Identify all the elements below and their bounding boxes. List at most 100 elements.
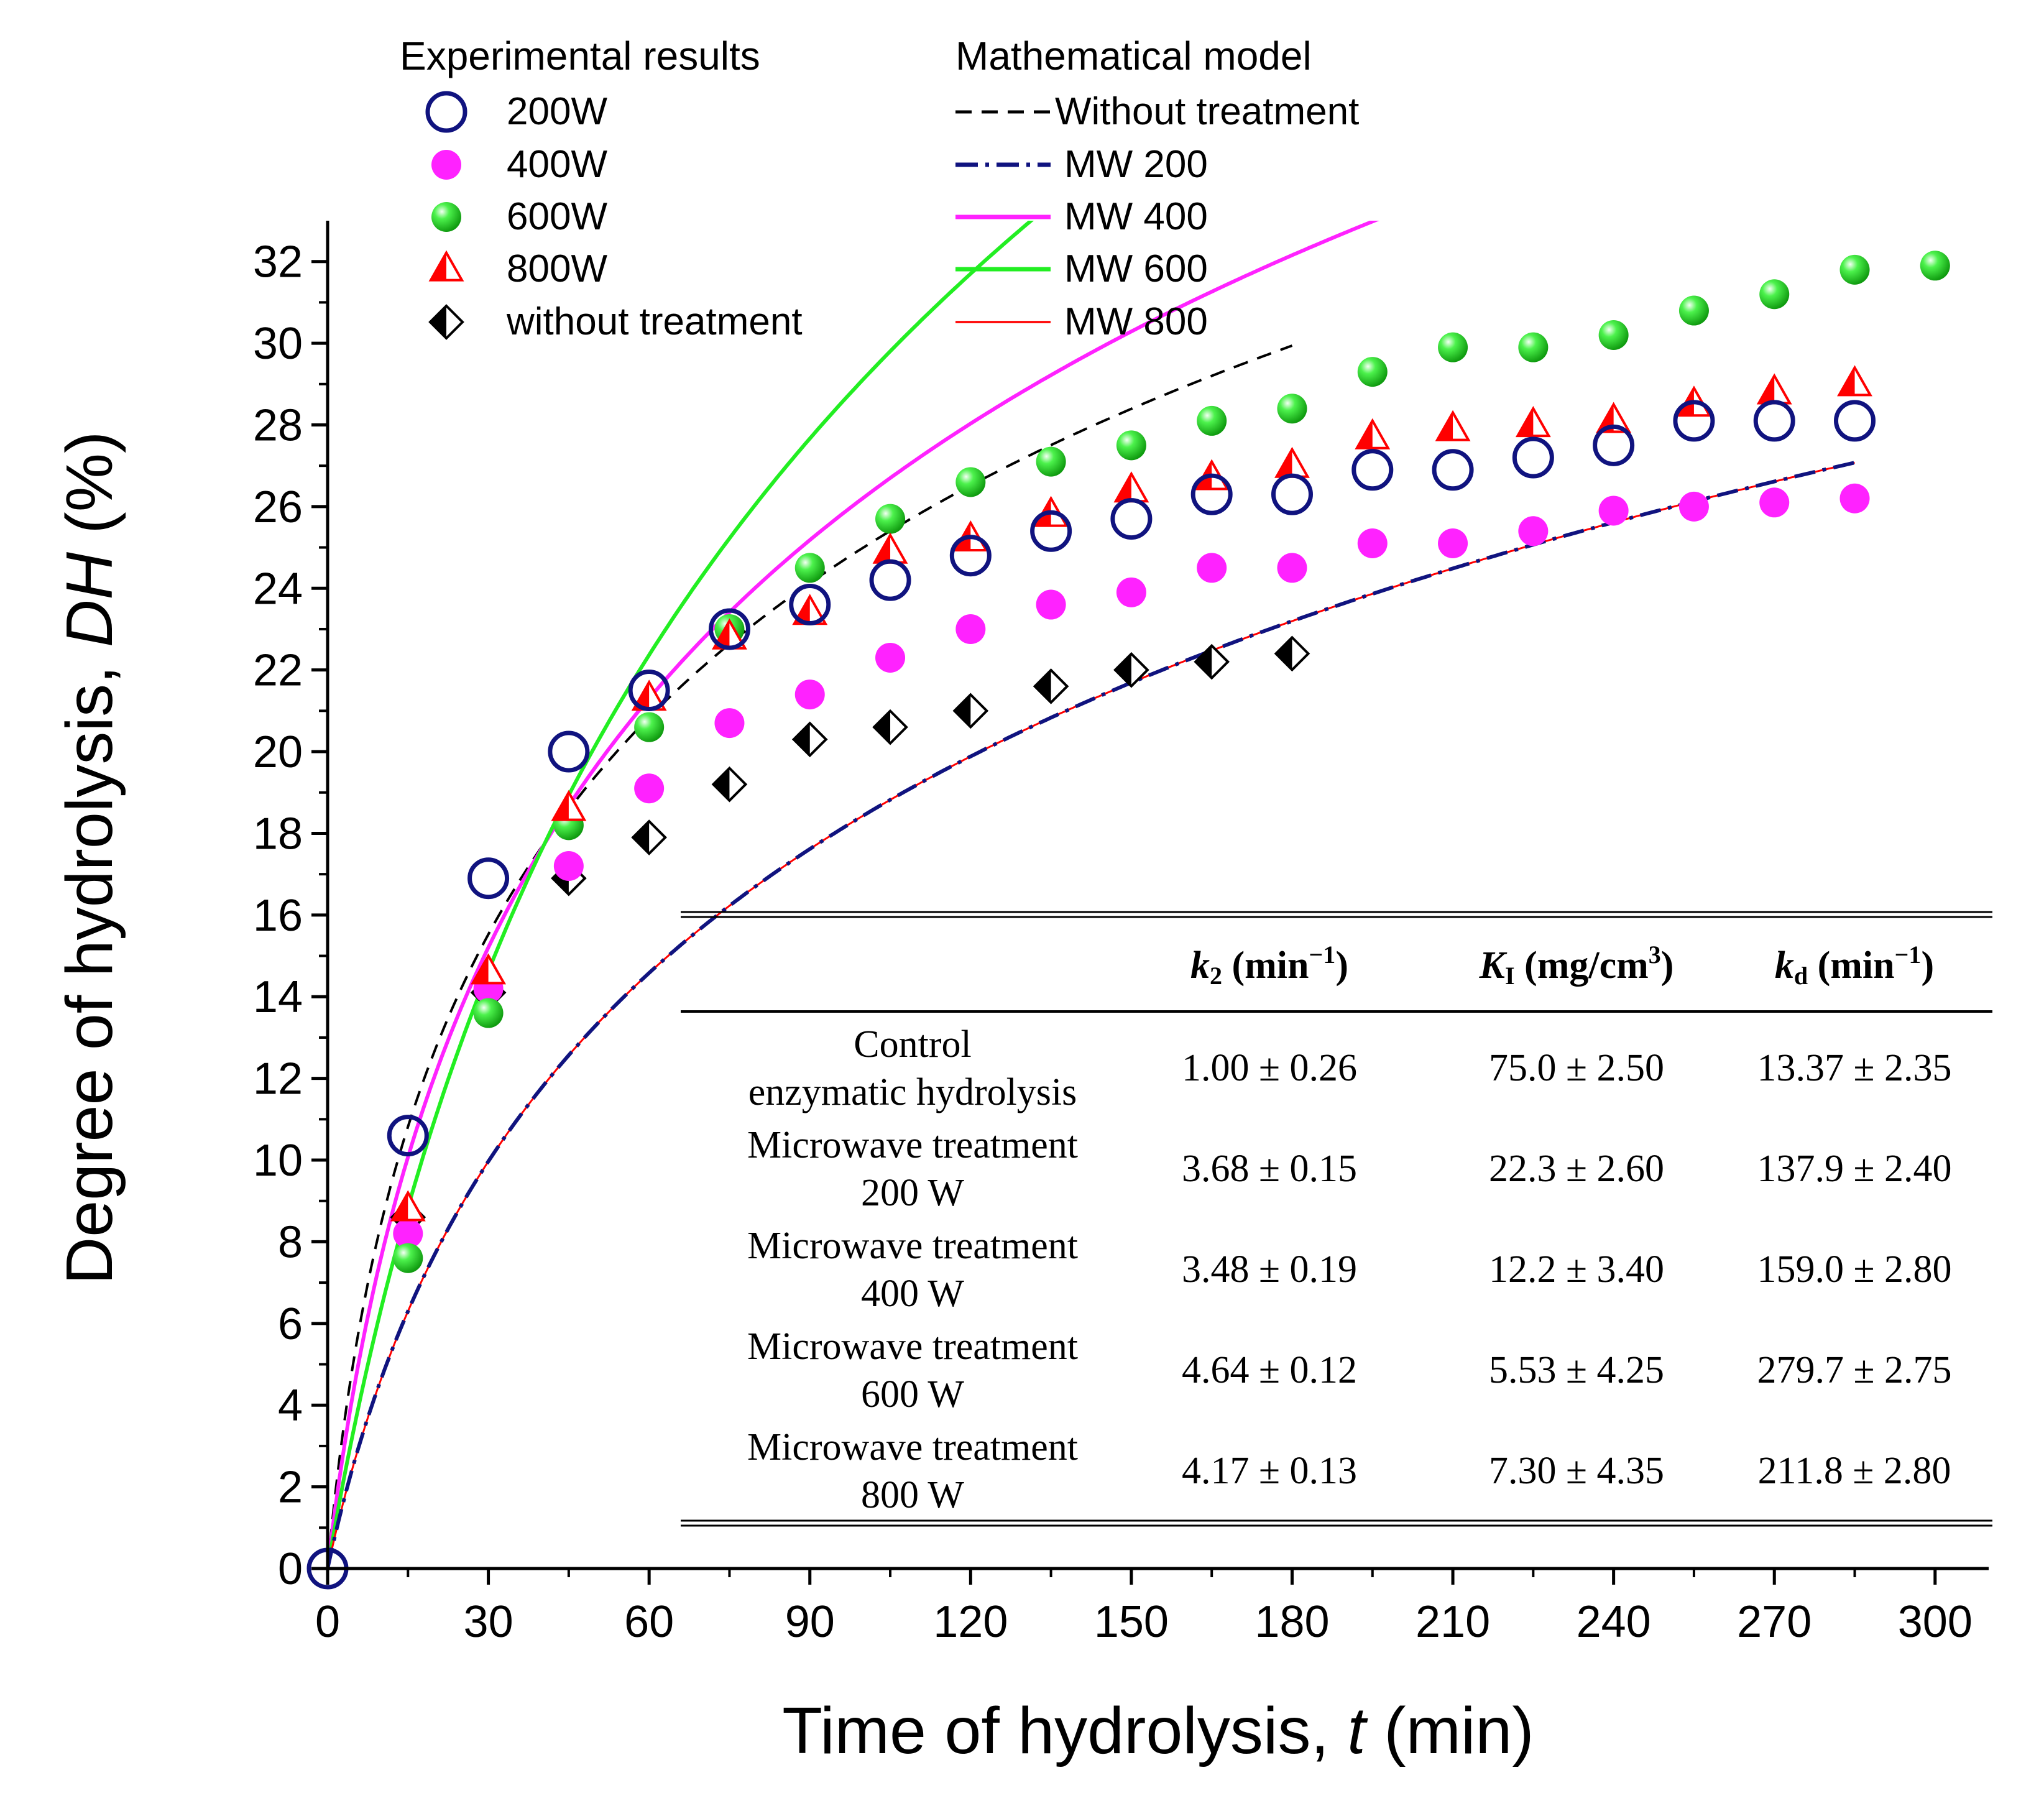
marker-400w [1277,553,1307,583]
marker-800w [1435,410,1471,441]
marker-200w [467,857,510,900]
table-row-label-line1: Microwave treatment [747,1325,1078,1368]
marker-without-treatment [631,819,667,855]
inset-table: k2 (min−1) KI (mg/cm3) kd (min−1) Contro… [681,911,1992,1527]
y-tick-label: 6 [278,1299,303,1349]
marker-600w [473,998,504,1028]
marker-800w [1113,471,1149,503]
table-cell-k1: 75.0 ± 2.50 [1489,1047,1664,1089]
model-line-mw400 [328,221,1380,1569]
marker-800w [551,790,587,821]
marker-400w [634,773,665,804]
marker-600w [1598,320,1629,350]
legend-marker-600w [431,202,461,232]
y-tick-label: 8 [278,1217,303,1267]
marker-400w [1678,491,1709,522]
marker-600w [955,467,986,497]
marker-400w [1598,495,1629,526]
marker-800w [1837,365,1872,397]
marker-400w [1438,528,1468,559]
legend-model-label-mw200: MW 200 [1064,143,1208,186]
x-tick-label: 150 [1094,1597,1169,1647]
marker-200w [708,608,750,650]
marker-400w [1759,487,1790,518]
table-cell-kd: 211.8 ± 2.80 [1758,1450,1951,1492]
legend-marker-without-treatment [428,304,464,340]
table-row: Microwave treatment 200 W 3.68 ± 0.15 22… [747,1124,1951,1214]
marker-400w [1357,528,1388,559]
table-row-label-line1: Control [854,1023,971,1066]
marker-400w [393,1219,423,1249]
model-line-without-treatment [328,344,1293,1569]
legend-model-label-mw600: MW 600 [1064,247,1208,290]
marker-200w [1351,449,1394,491]
legend-exp-label-400w: 400W [507,143,607,186]
table-cell-k1: 12.2 ± 3.40 [1489,1248,1664,1291]
table-cell-k2: 4.17 ± 0.13 [1182,1450,1357,1492]
marker-without-treatment [872,709,908,745]
table-row: Microwave treatment 800 W 4.17 ± 0.13 7.… [747,1426,1951,1516]
model-line-mw800 [328,461,1855,1569]
marker-600w [1839,254,1870,285]
marker-600w [794,553,825,583]
series-200w [306,400,1876,1590]
legend-exp-label-600w: 600W [507,195,607,238]
series-400w [393,483,1870,1249]
marker-without-treatment [1113,652,1149,688]
x-tick-label: 30 [464,1597,513,1647]
legend-model-label-mw800: MW 800 [1064,300,1208,343]
table-cell-kd: 159.0 ± 2.80 [1757,1248,1951,1291]
table-header-k1: KI (mg/cm3) [1479,941,1674,990]
x-axis-title: Time of hydrolysis, t (min) [782,1694,1534,1767]
y-axis-title: Degree of hydrolysis, DH (%) [53,431,126,1285]
table-cell-k2: 4.64 ± 0.12 [1182,1349,1357,1391]
table-cell-k1: 7.30 ± 4.35 [1489,1450,1664,1492]
legend-marker-400w [431,150,461,180]
y-tick-label: 28 [253,400,303,450]
x-tick-label: 90 [785,1597,835,1647]
marker-600w [1438,332,1468,362]
marker-400w [553,851,584,882]
marker-200w [1673,400,1715,442]
marker-without-treatment [1194,643,1230,680]
marker-200w [387,1115,429,1157]
marker-400w [794,680,825,710]
table-row-label-line2: 200 W [861,1172,964,1214]
legend-model-label-mw400: MW 400 [1064,195,1208,238]
table-cell-k2: 1.00 ± 0.26 [1182,1047,1357,1089]
marker-200w [869,559,911,601]
y-tick-label: 0 [278,1544,303,1594]
y-tick-label: 32 [253,237,303,287]
marker-200w [1110,498,1153,540]
table-cell-k2: 3.68 ± 0.15 [1182,1148,1357,1190]
y-tick-label: 20 [253,727,303,777]
x-ticks: 0 30 60 90 120 150 180 210 240 270 300 [315,1569,1973,1647]
marker-400w [714,708,745,739]
series-800w [390,365,1872,1222]
marker-200w [1834,400,1876,442]
x-tick-label: 0 [315,1597,340,1647]
y-tick-label: 14 [253,972,303,1022]
marker-400w [875,642,906,673]
y-tick-label: 24 [253,564,303,614]
legend-experimental: Experimental results 200W 400W 600W 800W… [400,34,803,343]
x-tick-label: 210 [1416,1597,1490,1647]
table-row-label-line2: 600 W [861,1373,964,1416]
table-row: Microwave treatment 600 W 4.64 ± 0.12 5.… [747,1325,1951,1416]
axes: 0 30 60 90 120 150 180 210 240 270 300 02468101214… [253,221,1989,1647]
marker-200w [1271,473,1313,515]
marker-600w [393,1243,423,1273]
marker-600w [1518,332,1549,362]
legend-model-title: Mathematical model [955,34,1312,78]
table-row: Control enzymatic hydrolysis 1.00 ± 0.26… [748,1023,1952,1113]
table-row-label-line2: enzymatic hydrolysis [748,1071,1077,1113]
marker-without-treatment [952,693,989,729]
marker-400w [1116,577,1146,607]
table-cell-kd: 279.7 ± 2.75 [1757,1349,1951,1391]
table-row: Microwave treatment 400 W 3.48 ± 0.19 12… [747,1225,1951,1315]
marker-800w [1274,446,1310,478]
legend-marker-800w [428,250,464,282]
table-cell-k2: 3.48 ± 0.19 [1182,1248,1357,1291]
experimental-markers [306,251,1950,1590]
